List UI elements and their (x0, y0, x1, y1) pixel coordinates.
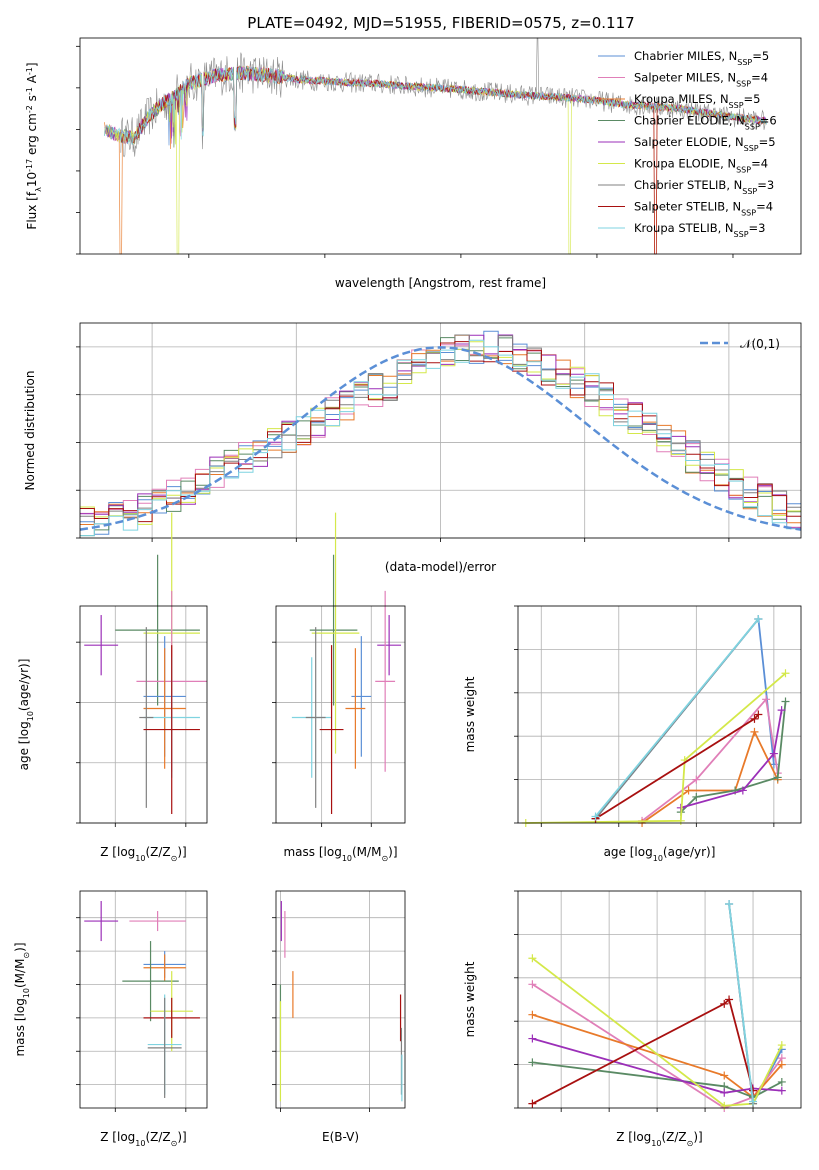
data-point-marker (777, 706, 786, 715)
chart-weight-vs-age: age [log10(age/yr)] mass weight (463, 605, 802, 863)
data-point-marker (781, 697, 790, 706)
data-point-marker (692, 792, 701, 801)
plot-area (279, 901, 403, 1102)
data-point-marker (750, 727, 759, 736)
data-point-marker (528, 1099, 537, 1108)
data-point-marker (769, 749, 778, 758)
y-axis-label: age [log10(age/yr)] (17, 659, 35, 771)
data-point-marker (777, 1060, 786, 1069)
data-point-marker (528, 1010, 537, 1019)
y-axis-label: mass [log10(M/M⊙)] (13, 942, 31, 1056)
axes-frame (517, 890, 802, 1109)
data-point-marker (749, 1086, 758, 1095)
data-point-marker (725, 995, 734, 1004)
data-point-marker (528, 954, 537, 963)
data-point-marker (720, 1071, 729, 1080)
axes-frame (79, 605, 208, 824)
axes-frame (79, 890, 208, 1109)
data-point-marker (692, 775, 701, 784)
chart-weight-vs-Z: Z [log10(Z/Z⊙)] mass weight (463, 890, 802, 1148)
chart-mass-vs-Z: Z [log10(Z/Z⊙)] mass [log10(M/M⊙)] (13, 890, 208, 1148)
x-axis-label: age [log10(age/yr)] (604, 845, 716, 863)
plot-area (79, 330, 802, 537)
legend-label: Kroupa STELIB, NSSP=3 (634, 221, 765, 239)
chart-age-vs-Z: Z [log10(Z/Z⊙)] age [log10(age/yr)] (17, 512, 208, 863)
legend-label: Kroupa ELODIE, NSSP=4 (634, 157, 768, 175)
data-point-marker (528, 980, 537, 989)
spectrum-line (104, 66, 767, 145)
series-line (525, 672, 787, 824)
axes-frame (79, 322, 802, 539)
axes-frame (79, 37, 802, 255)
data-point-marker (720, 1101, 729, 1110)
data-point-marker (725, 900, 734, 909)
legend-label: Salpeter ELODIE, NSSP=5 (634, 135, 776, 153)
legend-label: Kroupa MILES, NSSP=5 (634, 92, 760, 110)
data-point-marker (720, 999, 729, 1008)
y-axis-label: Normed distribution (23, 371, 37, 491)
data-point-marker (749, 1097, 758, 1106)
plot-area (104, 37, 767, 255)
y-axis-label: mass weight (463, 961, 477, 1037)
data-point-marker (738, 786, 747, 795)
data-point-marker (720, 1088, 729, 1097)
legend-label: 𝒩(0,1) (740, 337, 780, 351)
series-line (594, 618, 760, 818)
data-point-marker (676, 816, 685, 825)
chart-age-vs-mass: mass [log10(M/M⊙)] (272, 512, 406, 863)
axes-frame (517, 605, 802, 824)
data-point-marker (777, 1086, 786, 1095)
series-line (728, 903, 754, 1102)
x-axis-label: Z [log10(Z/Z⊙)] (100, 1130, 186, 1148)
series-line (531, 997, 754, 1105)
y-axis-label: mass weight (463, 676, 477, 752)
data-point-marker (684, 786, 693, 795)
plot-area (84, 512, 207, 814)
data-point-marker (762, 695, 771, 704)
plot-area (528, 900, 786, 1112)
plot-area (291, 512, 402, 814)
x-axis-label: wavelength [Angstrom, rest frame] (335, 276, 546, 290)
data-point-marker (754, 710, 763, 719)
series-line (641, 697, 779, 822)
figure-title: PLATE=0492, MJD=51955, FIBERID=0575, z=0… (247, 14, 634, 32)
plot-area (521, 615, 790, 827)
legend-label: Salpeter STELIB, NSSP=4 (634, 200, 773, 218)
x-axis-label: E(B-V) (322, 1130, 359, 1144)
x-axis-label: (data-model)/error (385, 560, 496, 574)
histogram-step (80, 339, 801, 537)
data-point-marker (528, 1034, 537, 1043)
legend-label: Chabrier ELODIE, NSSP=6 (634, 114, 777, 132)
series-line (531, 957, 783, 1107)
legend-label: Salpeter MILES, NSSP=4 (634, 71, 768, 89)
data-point-marker (591, 812, 600, 821)
data-point-marker (773, 773, 782, 782)
x-axis-label: Z [log10(Z/Z⊙)] (616, 1130, 702, 1148)
plot-area (84, 901, 200, 1098)
axes-frame (275, 605, 406, 824)
series-line (532, 1037, 782, 1094)
normal-curve (79, 346, 802, 531)
data-point-marker (528, 1058, 537, 1067)
series-line (532, 1013, 783, 1099)
data-point-marker (781, 669, 790, 678)
data-point-marker (750, 714, 759, 723)
chart-residuals: (data-model)/error Normed distribution 𝒩(0… (23, 322, 802, 574)
y-axis-label: Flux [fλ10-17 erg cm-2 s-1 A-1] (25, 62, 43, 229)
data-point-marker (777, 1041, 786, 1050)
series-line (680, 710, 783, 809)
data-point-marker (777, 1077, 786, 1086)
axes-frame (275, 890, 406, 1109)
x-axis-label: mass [log10(M/M⊙)] (283, 845, 397, 863)
chart-mass-vs-EBV: E(B-V) (272, 890, 406, 1144)
chart-spectrum: wavelength [Angstrom, rest frame] Flux [f… (25, 37, 802, 290)
series-line (531, 983, 783, 1110)
data-point-marker (754, 615, 763, 624)
legend: Chabrier MILES, NSSP=5 Salpeter MILES, NS… (598, 49, 777, 239)
legend-label: Chabrier MILES, NSSP=5 (634, 49, 769, 67)
legend-label: Chabrier STELIB, NSSP=3 (634, 178, 774, 196)
x-axis-label: Z [log10(Z/Z⊙)] (100, 845, 186, 863)
series-line (595, 713, 760, 820)
